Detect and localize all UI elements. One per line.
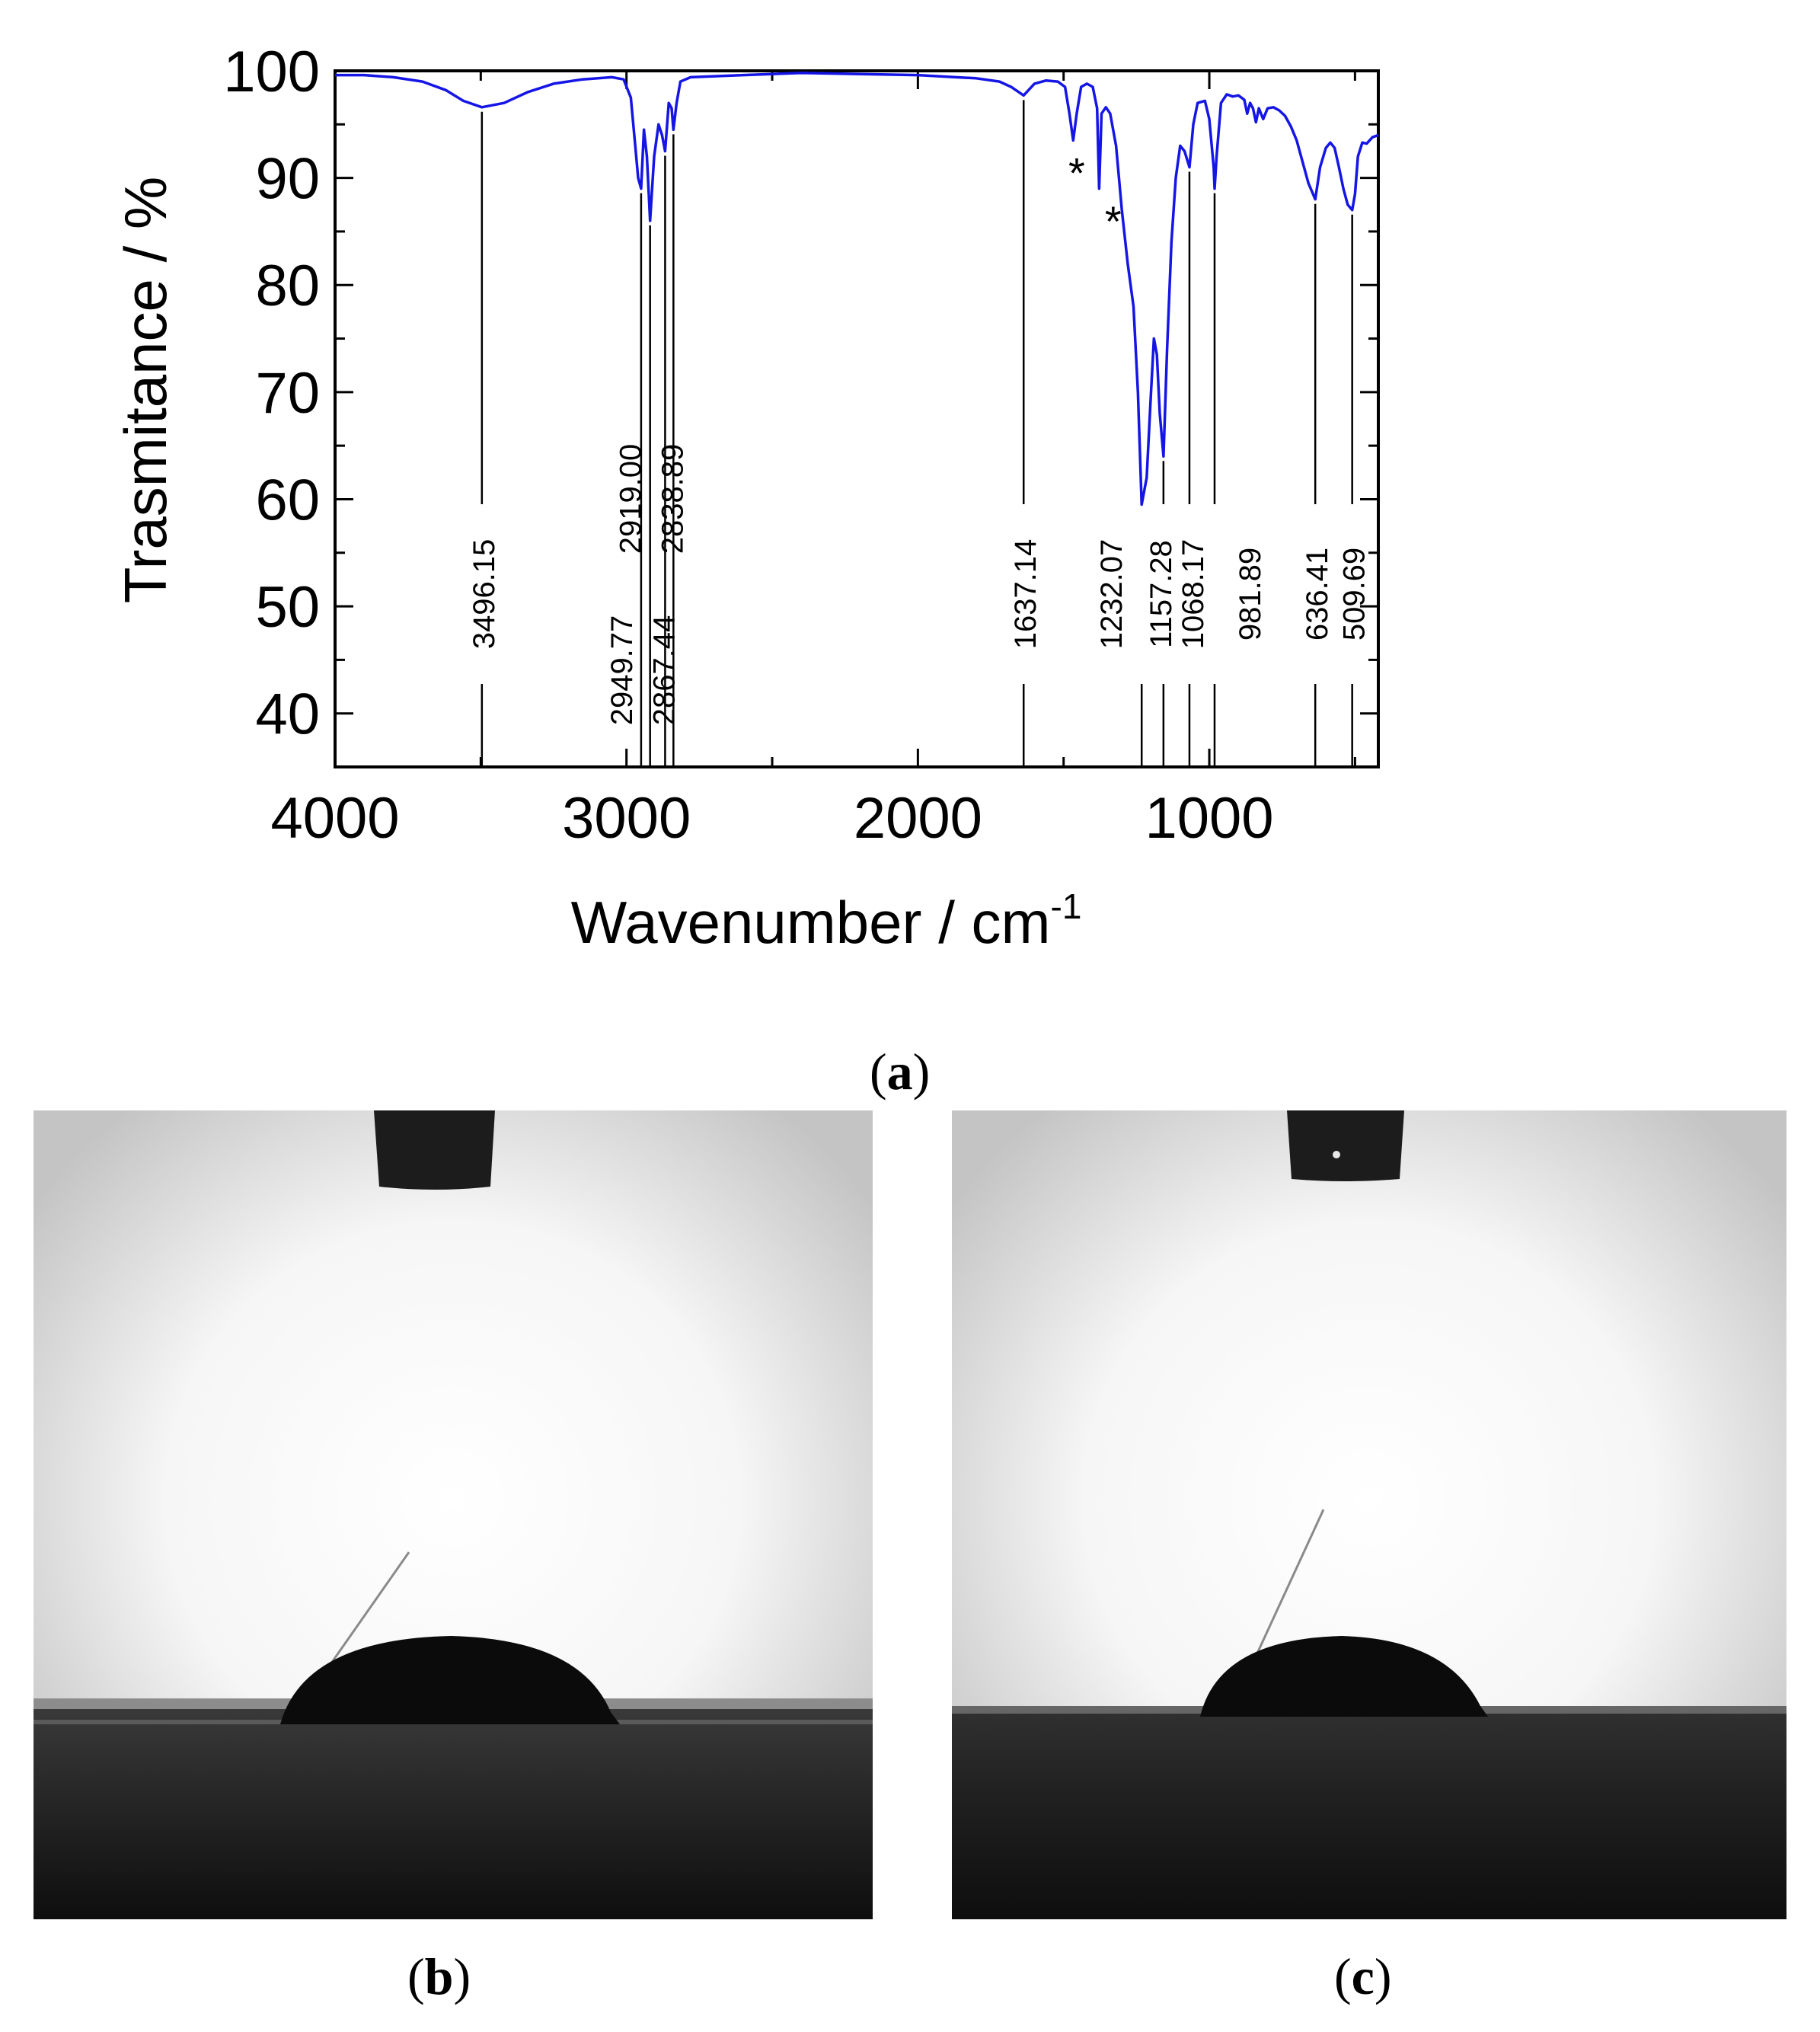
y-tick-label: 60 xyxy=(255,468,320,532)
ftir-chart: 4000 3000 2000 1000 40 50 60 70 80 90 100 3496.15 2… xyxy=(112,40,1380,956)
x-axis-title-main: Wavenumber / cm xyxy=(571,889,1051,956)
peak-label: 1232.07 xyxy=(1095,539,1129,650)
droplet xyxy=(280,1636,620,1724)
droplet xyxy=(1200,1636,1488,1717)
peak-label: 1157.28 xyxy=(1145,540,1178,648)
y-tick-label: 80 xyxy=(255,254,320,318)
x-tick-label: 1000 xyxy=(1145,786,1274,851)
x-axis-title-superscript: -1 xyxy=(1051,887,1082,926)
needle-tip xyxy=(374,1110,495,1190)
chart-annotations: ** xyxy=(1068,149,1122,245)
y-tick-label: 40 xyxy=(255,682,320,747)
y-tick-label: 70 xyxy=(255,361,320,426)
panel-label-c: (c) xyxy=(1334,1947,1392,2005)
asterisk-annotation: * xyxy=(1105,197,1122,245)
needle-tip xyxy=(1287,1110,1404,1181)
spectrum-series xyxy=(335,72,1379,506)
substrate xyxy=(34,1705,873,1919)
substrate xyxy=(952,1712,1786,1919)
plot-frame xyxy=(334,69,1380,768)
panel-label-a: (a) xyxy=(870,1043,931,1101)
spectrum-line xyxy=(335,72,1379,506)
x-tick-label: 2000 xyxy=(854,786,982,851)
y-tick-label: 90 xyxy=(255,147,320,212)
peak-label: 1068.17 xyxy=(1177,539,1210,650)
y-axis-title: Trasmitance / % xyxy=(112,177,179,604)
chart-axes: 4000 3000 2000 1000 40 50 60 70 80 90 100 xyxy=(223,40,1380,851)
peak-label: 981.89 xyxy=(1234,548,1267,641)
peak-label: 2867.44 xyxy=(647,615,681,726)
asterisk-annotation: * xyxy=(1068,149,1085,197)
peak-label: 2919.00 xyxy=(615,444,648,554)
peak-label: 3496.15 xyxy=(468,539,501,650)
peak-label: 636.41 xyxy=(1301,548,1334,641)
x-axis-title: Wavenumber / cm-1 xyxy=(571,887,1082,956)
contact-angle-photo-b xyxy=(34,1110,873,1919)
y-tick-label: 100 xyxy=(223,40,320,104)
peak-label: 1637.14 xyxy=(1009,539,1043,650)
x-tick-label: 4000 xyxy=(270,786,399,851)
contact-angle-photo-c xyxy=(952,1110,1786,1919)
peak-markers: 3496.15 2949.77 2919.00 2867.44 2838.89 1637.… xyxy=(468,100,1371,767)
x-tick-label: 3000 xyxy=(562,786,691,851)
peak-label: 509.69 xyxy=(1338,548,1371,641)
peak-label: 2838.89 xyxy=(656,444,689,554)
panel-label-b: (b) xyxy=(407,1947,471,2005)
y-tick-label: 50 xyxy=(255,575,320,640)
peak-label: 2949.77 xyxy=(605,615,639,726)
